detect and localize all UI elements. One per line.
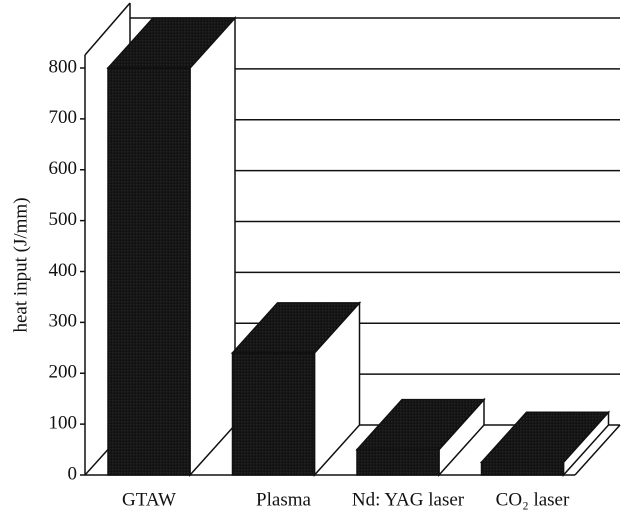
x-tick-label: Plasma — [256, 489, 311, 510]
y-axis-label: heat input (J/mm) — [10, 197, 31, 332]
bar — [231, 352, 316, 476]
bar — [356, 448, 440, 476]
bar — [480, 461, 565, 476]
bar — [107, 67, 191, 476]
y-tick-label: 200 — [49, 362, 78, 383]
y-tick-label: 400 — [49, 260, 78, 281]
y-tick-label: 500 — [49, 209, 78, 230]
x-tick-label: CO₂ laser — [496, 489, 570, 510]
y-tick-label: 600 — [49, 158, 78, 179]
x-tick-label: Nd: YAG laser — [352, 489, 465, 510]
y-tick-label: 800 — [49, 56, 78, 77]
bar-side — [189, 16, 236, 477]
y-tick-label: 0 — [68, 463, 78, 484]
x-tick-label: GTAW — [122, 489, 176, 510]
left-top-edge — [84, 2, 131, 56]
floor-right — [574, 424, 621, 476]
y-tick-label: 300 — [49, 311, 78, 332]
y-tick-label: 700 — [49, 107, 78, 128]
y-tick-label: 100 — [49, 412, 78, 433]
